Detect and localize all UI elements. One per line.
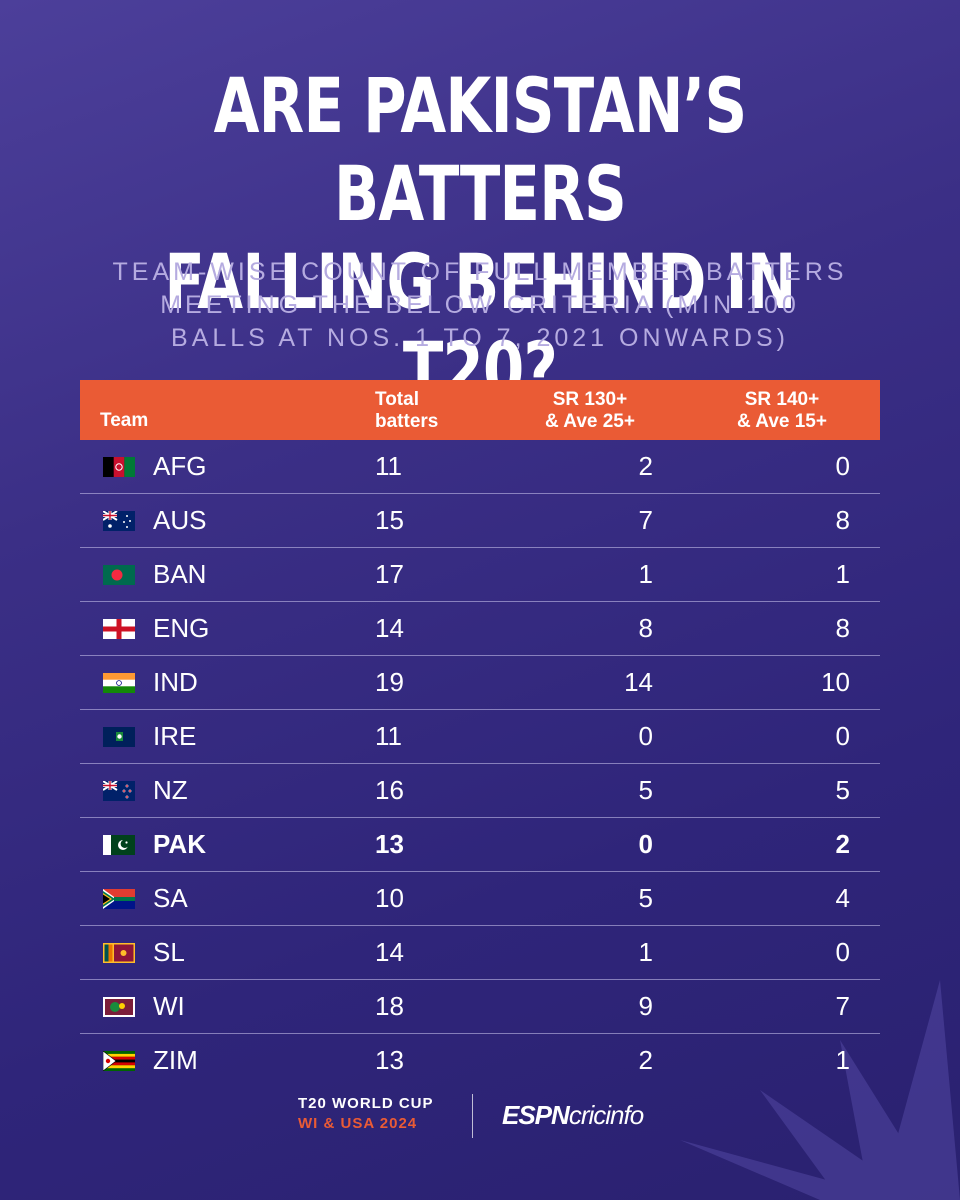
brand-part-1: ESPN [502, 1100, 570, 1130]
total-batters-cell: 14 [375, 613, 404, 643]
total-batters-cell: 13 [375, 829, 404, 859]
header-total-line-2: batters [375, 411, 439, 432]
team-name-cell: ENG [153, 613, 210, 643]
total-batters-cell: 10 [375, 883, 404, 913]
table-row: BAN 17 1 1 [80, 548, 880, 602]
nz-flag-icon [103, 781, 135, 801]
table-row: ENG 14 8 8 [80, 602, 880, 656]
header-sr130: SR 130+ & Ave 25+ [520, 389, 660, 433]
sr140-cell: 8 [835, 505, 850, 535]
sr140-cell: 0 [835, 451, 850, 481]
eng-flag-icon [103, 619, 135, 639]
sr130-cell: 9 [638, 991, 653, 1021]
event-line-2: WI & USA 2024 [298, 1115, 418, 1132]
total-batters-cell: 11 [375, 721, 402, 751]
sa-flag-icon [103, 889, 135, 909]
subtitle-line-1: TEAM-WISE COUNT OF FULL MEMBER BATTERS [112, 258, 848, 286]
sr130-cell: 14 [624, 667, 653, 697]
header-total-line-1: Total [375, 389, 419, 410]
header-team: Team [100, 410, 149, 431]
team-name-cell: BAN [153, 559, 207, 589]
team-name-cell: AFG [153, 451, 207, 481]
sr140-cell: 0 [835, 721, 850, 751]
sr140-cell: 0 [835, 937, 850, 967]
pak-flag-icon [103, 835, 135, 855]
page-title: ARE PAKISTAN’S BATTERS FALLING BEHIND IN… [106, 62, 855, 414]
team-name-cell: IND [153, 667, 198, 697]
afg-flag-icon [103, 457, 135, 477]
footer-divider [472, 1094, 473, 1138]
sr130-cell: 8 [638, 613, 653, 643]
table-row: SL 14 1 0 [80, 926, 880, 980]
sr130-cell: 0 [638, 829, 653, 859]
footer: T20 WORLD CUP WI & USA 2024 ESPNcricinfo [0, 1094, 960, 1144]
brand-logo: ESPNcricinfo [502, 1100, 644, 1131]
table-row: NZ 16 5 5 [80, 764, 880, 818]
brand-part-2: cricinfo [568, 1100, 644, 1130]
event-logo: T20 WORLD CUP WI & USA 2024 [298, 1094, 434, 1134]
header-sr140-line-1: SR 140+ [744, 389, 820, 410]
aus-flag-icon [103, 511, 135, 531]
team-name-cell: SL [153, 937, 185, 967]
header-sr130-line-2: & Ave 25+ [545, 411, 635, 432]
header-sr140: SR 140+ & Ave 15+ [712, 389, 852, 433]
table-row: ZIM 13 2 1 [80, 1034, 880, 1087]
subtitle-line-2: MEETING THE BELOW CRITERIA (MIN 100 [160, 291, 800, 319]
header-sr140-line-2: & Ave 15+ [737, 411, 827, 432]
table-header: Team Total batters SR 130+ & Ave 25+ SR … [80, 380, 880, 440]
total-batters-cell: 17 [375, 559, 404, 589]
page-subtitle: TEAM-WISE COUNT OF FULL MEMBER BATTERS M… [0, 256, 960, 355]
team-name-cell: WI [153, 991, 185, 1021]
sr130-cell: 1 [638, 937, 653, 967]
team-name-cell: SA [153, 883, 188, 913]
sr130-cell: 1 [638, 559, 653, 589]
header-sr130-line-1: SR 130+ [552, 389, 628, 410]
sr130-cell: 7 [638, 505, 653, 535]
sr140-cell: 10 [821, 667, 850, 697]
sr140-cell: 2 [835, 829, 850, 859]
table-body: AFG 11 2 0 AUS 15 7 8 BAN 17 1 1 ENG 14 8 8 IND 19 14 10 IRE… [80, 440, 880, 1087]
total-batters-cell: 19 [375, 667, 404, 697]
sr130-cell: 0 [638, 721, 653, 751]
team-name-cell: ZIM [153, 1045, 198, 1075]
sl-flag-icon [103, 943, 135, 963]
title-line-1: ARE PAKISTAN’S BATTERS [213, 61, 748, 238]
ind-flag-icon [103, 673, 135, 693]
table-row: SA 10 5 4 [80, 872, 880, 926]
sr140-cell: 4 [835, 883, 850, 913]
sr130-cell: 5 [638, 775, 653, 805]
total-batters-cell: 18 [375, 991, 404, 1021]
table-row: IRE 11 0 0 [80, 710, 880, 764]
total-batters-cell: 16 [375, 775, 404, 805]
zim-flag-icon [103, 1051, 135, 1071]
sr130-cell: 2 [638, 451, 653, 481]
sr140-cell: 1 [835, 559, 850, 589]
sr130-cell: 5 [638, 883, 653, 913]
sr140-cell: 5 [835, 775, 850, 805]
sr130-cell: 2 [638, 1045, 653, 1075]
wi-flag-icon [103, 997, 135, 1017]
table-row: AUS 15 7 8 [80, 494, 880, 548]
table-row: AFG 11 2 0 [80, 440, 880, 494]
table-row: IND 19 14 10 [80, 656, 880, 710]
ire-flag-icon [103, 727, 135, 747]
sr140-cell: 7 [835, 991, 850, 1021]
team-name-cell: IRE [153, 721, 197, 751]
header-total-batters: Total batters [375, 389, 495, 433]
sr140-cell: 1 [835, 1045, 850, 1075]
ban-flag-icon [103, 565, 135, 585]
starburst-decoration [680, 980, 960, 1200]
total-batters-cell: 14 [375, 937, 404, 967]
subtitle-line-3: BALLS AT NOS. 1 TO 7, 2021 ONWARDS) [171, 324, 789, 352]
total-batters-cell: 15 [375, 505, 404, 535]
team-name-cell: NZ [153, 775, 188, 805]
team-name-cell: PAK [153, 829, 206, 859]
total-batters-cell: 11 [375, 451, 402, 481]
total-batters-cell: 13 [375, 1045, 404, 1075]
table-row: PAK 13 0 2 [80, 818, 880, 872]
event-line-1: T20 WORLD CUP [298, 1095, 434, 1112]
team-name-cell: AUS [153, 505, 207, 535]
sr140-cell: 8 [835, 613, 850, 643]
table-row: WI 18 9 7 [80, 980, 880, 1034]
